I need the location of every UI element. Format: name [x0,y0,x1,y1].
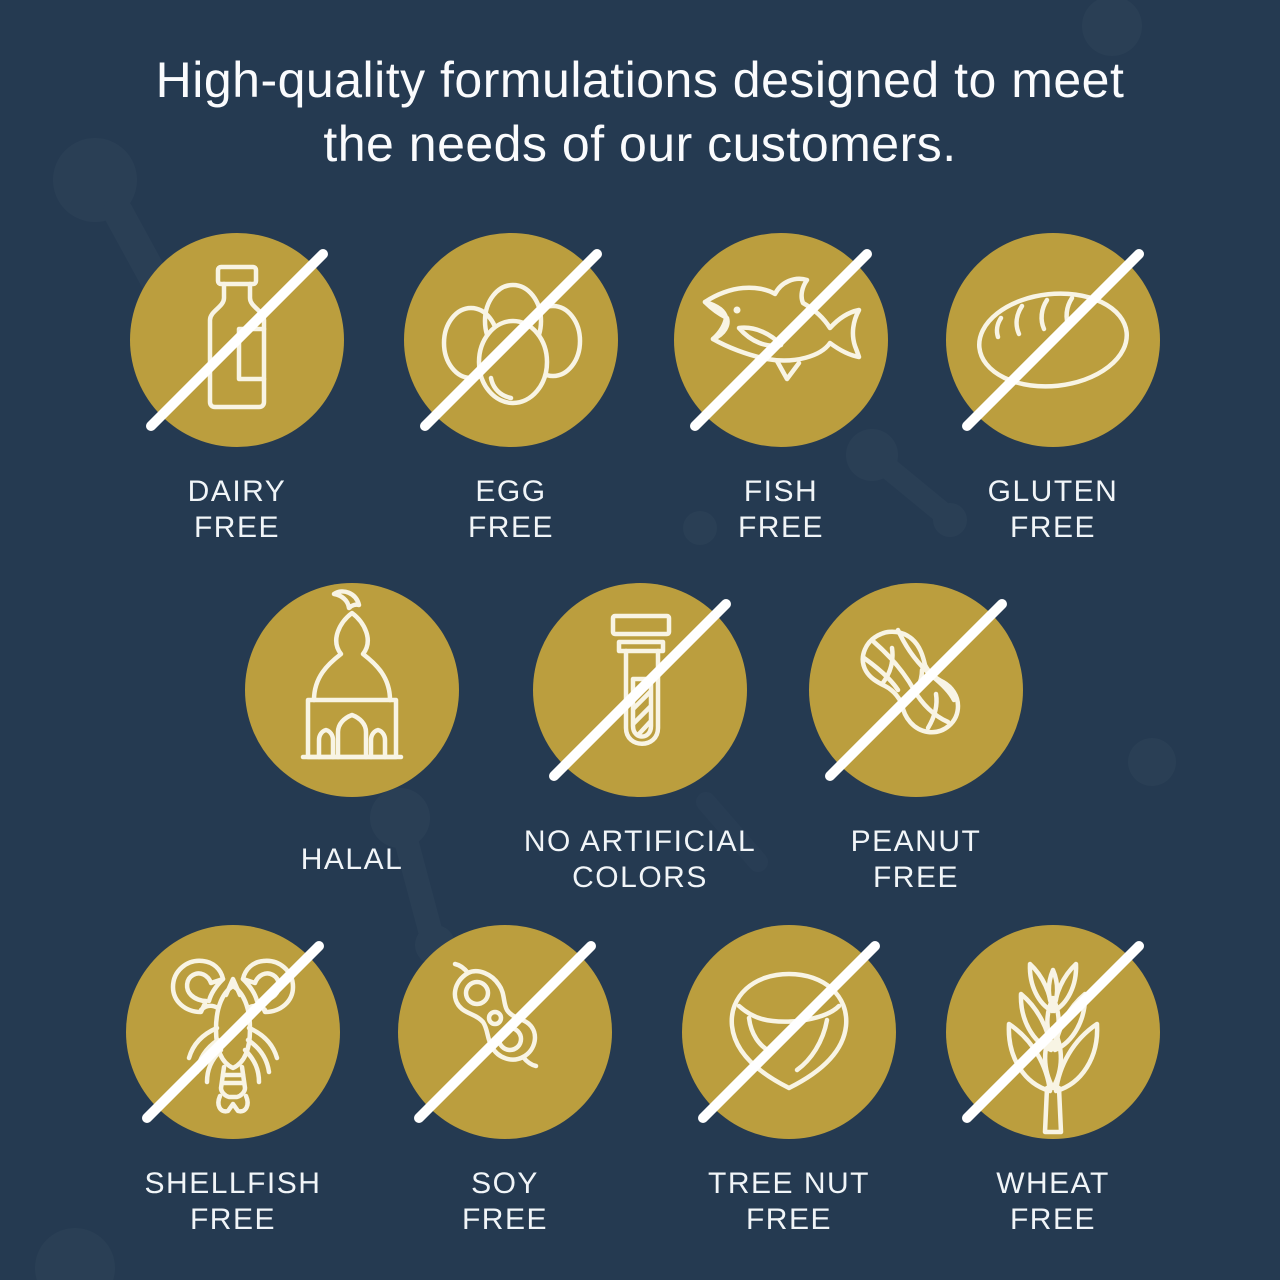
soy-free-graphic [398,925,612,1139]
badge-label: TREE NUT FREE [639,1165,939,1239]
badge-label-line2: FREE [737,511,824,544]
badge-label: SOY FREE [355,1165,655,1239]
badge-label-line2: FREE [193,511,280,544]
peanut-free-graphic [809,583,1023,797]
badge-label: HALAL [202,823,502,897]
badge-label: PEANUT FREE [766,823,1066,897]
prohibition-slash-icon [690,249,872,431]
badge-halal: HALAL [202,560,502,897]
egg-free-graphic [404,233,618,447]
tree-nut-free-graphic [682,925,896,1139]
badge-soy-free: SOY FREE [355,902,655,1239]
gluten-free-graphic [946,233,1160,447]
prohibition-slash-icon [420,249,602,431]
badge-no-artificial-colors: NO ARTIFICIAL COLORS [490,560,790,897]
badge-label-line1: WHEAT [996,1167,1110,1200]
badge-label: FISH FREE [631,473,931,547]
test-tube-icon [610,613,672,746]
badge-label-line1: NO ARTIFICIAL [523,825,757,858]
badge-label: DAIRY FREE [87,473,387,547]
badge-fish-free: FISH FREE [631,210,931,547]
badge-label-line1: HALAL [300,843,404,876]
badge-peanut-free: PEANUT FREE [766,560,1066,897]
prohibition-slash-icon [142,941,324,1123]
badge-label-line1: DAIRY [187,475,287,508]
badge-wheat-free: WHEAT FREE [903,902,1203,1239]
badge-label-line2: FREE [467,511,554,544]
prohibition-slash-icon [146,249,328,431]
prohibition-slash-icon [549,599,731,781]
fish-icon [702,276,862,382]
shellfish-free-graphic [126,925,340,1139]
prohibition-slash-icon [962,249,1144,431]
badge-tree-nut-free: TREE NUT FREE [639,902,939,1239]
badge-label-line1: EGG [475,475,547,508]
badge-gluten-free: GLUTEN FREE [903,210,1203,547]
badge-egg-free: EGG FREE [361,210,661,547]
badge-label-line2: FREE [745,1203,832,1236]
badge-label: NO ARTIFICIAL COLORS [490,823,790,897]
molecule-blobs [35,0,1176,1280]
badge-label-line1: PEANUT [850,825,982,858]
fish-free-graphic [674,233,888,447]
page-title: High-quality formulations designed to me… [0,48,1280,176]
no-artificial-colors-graphic [533,583,747,797]
bread-loaf-icon [976,291,1130,389]
dairy-free-graphic [130,233,344,447]
prohibition-slash-icon [825,599,1007,781]
badge-label-line2: COLORS [572,861,708,894]
halal-graphic [245,583,459,797]
prohibition-slash-icon [962,941,1144,1123]
prohibition-slash-icon [698,941,880,1123]
badge-label-line2: FREE [872,861,959,894]
badge-label: EGG FREE [361,473,661,547]
page-title-line2: the needs of our customers. [323,116,957,172]
mosque-icon [300,589,404,760]
badge-label-line1: GLUTEN [987,475,1119,508]
badge-shellfish-free: SHELLFISH FREE [83,902,383,1239]
badge-label: WHEAT FREE [903,1165,1203,1239]
badge-label: SHELLFISH FREE [83,1165,383,1239]
badge-label-line2: FREE [1009,1203,1096,1236]
badge-label-line1: SHELLFISH [144,1167,322,1200]
badge-label-line2: FREE [461,1203,548,1236]
gold-circle [245,583,459,797]
badge-label: GLUTEN FREE [903,473,1203,547]
badge-label-line1: TREE NUT [708,1167,870,1200]
wheat-free-graphic [946,925,1160,1139]
badge-label-line1: SOY [471,1167,539,1200]
badge-dairy-free: DAIRY FREE [87,210,387,547]
page-title-line1: High-quality formulations designed to me… [155,52,1125,108]
badge-label-line2: FREE [1009,511,1096,544]
prohibition-slash-icon [414,941,596,1123]
badge-label-line1: FISH [743,475,819,508]
badge-label-line2: FREE [189,1203,276,1236]
